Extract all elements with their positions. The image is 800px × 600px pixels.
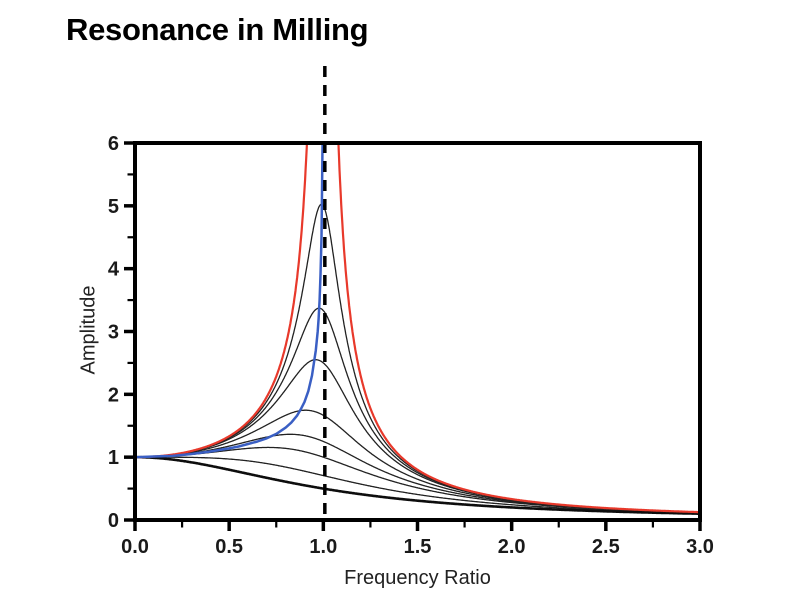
y-axis-label: Amplitude xyxy=(77,285,100,375)
plot-frame xyxy=(133,141,702,522)
curve-damping-ratio-0.3 xyxy=(135,409,700,513)
x-tick-label: 1.5 xyxy=(404,536,432,558)
curve-damping-ratio-0.15 xyxy=(135,307,700,513)
slide-title: Resonance in Milling xyxy=(66,12,369,47)
resonance-curves xyxy=(135,142,700,515)
y-tick-label: 0 xyxy=(108,510,119,532)
x-tick-label: 0.0 xyxy=(121,536,149,558)
curve-undamped-zeta-0 xyxy=(135,142,700,514)
x-axis-label: Frequency Ratio xyxy=(344,567,491,589)
curve-damping-ratio-0.2 xyxy=(135,359,700,513)
y-axis-ticks: 0 1 2 3 4 5 6 xyxy=(108,133,134,532)
curve-damping-ratio-0.707 xyxy=(135,456,700,514)
curve-damping-ratio-0.1 xyxy=(135,203,700,513)
x-tick-label: 2.5 xyxy=(592,536,620,558)
x-tick-label: 1.0 xyxy=(309,536,337,558)
curve-highlighted-steep-response xyxy=(135,142,324,459)
y-tick-label: 3 xyxy=(108,322,119,344)
x-tick-label: 3.0 xyxy=(686,536,714,558)
curve-damping-ratio-0.5 xyxy=(135,446,700,514)
y-tick-label: 2 xyxy=(108,384,119,406)
curve-damping-ratio-1.0 xyxy=(135,455,700,515)
y-tick-label: 4 xyxy=(108,259,120,281)
y-tick-label: 6 xyxy=(108,133,119,155)
x-tick-label: 0.5 xyxy=(215,536,243,558)
x-tick-label: 2.0 xyxy=(498,536,526,558)
y-tick-label: 5 xyxy=(108,196,119,218)
y-tick-label: 1 xyxy=(108,447,119,469)
x-axis-ticks: 0.0 0.5 1.0 1.5 2.0 2.5 3.0 xyxy=(121,522,714,558)
